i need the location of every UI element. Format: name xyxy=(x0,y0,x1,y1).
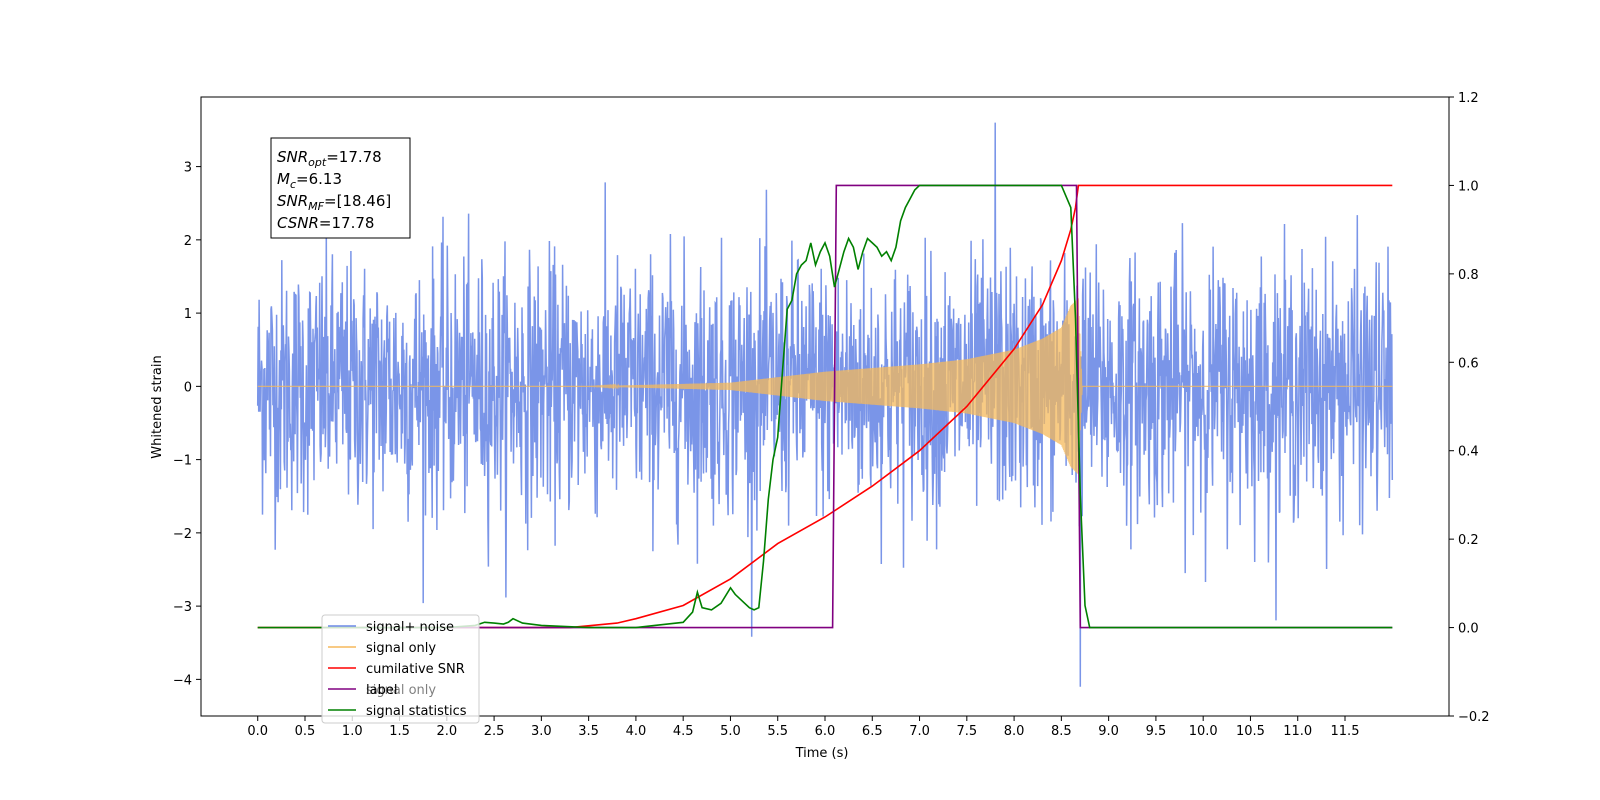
y2-tick-label: 0.0 xyxy=(1458,622,1479,637)
x-tick-label: 11.5 xyxy=(1331,724,1360,739)
series-signal-noise-line xyxy=(256,122,1394,687)
y2-tick-label: 0.2 xyxy=(1458,533,1479,548)
series-signal-only-line xyxy=(257,298,1393,474)
legend: signal+ noise signal only cumilative SNR la… xyxy=(321,614,480,724)
x-tick-label: 7.0 xyxy=(909,724,930,739)
axes: 0.0 0.5 1.0 1.5 2.0 2.5 3.0 3.5 4.0 4.5 5.0 5.5 6.0 6… xyxy=(173,91,1490,739)
x-tick-label: 10.0 xyxy=(1189,724,1218,739)
series-group xyxy=(256,122,1394,687)
y-tick-label: −2 xyxy=(173,527,192,542)
series-signal-statistics-line xyxy=(257,184,1393,629)
x-tick-label: 3.5 xyxy=(578,724,599,739)
x-tick-label: 9.0 xyxy=(1098,724,1119,739)
y-tick-label: 1 xyxy=(184,307,192,322)
legend-frame xyxy=(321,614,480,724)
legend-ghost-text: signal only xyxy=(366,683,436,698)
legend-entry-label: signal statistics xyxy=(366,704,467,719)
x-tick-label: 5.5 xyxy=(767,724,788,739)
legend-entry-label: signal+ noise xyxy=(366,620,454,635)
annotation-line: CSNR=17.78 xyxy=(277,214,374,232)
y2-tick-label: −0.2 xyxy=(1458,710,1490,725)
x-tick-label: 8.0 xyxy=(1004,724,1025,739)
y-tick-label: −1 xyxy=(173,454,192,469)
snr-annotation-box: SNRopt=17.78Mc=6.13SNRMF=[18.46]CSNR=17.… xyxy=(270,137,411,239)
x-tick-label: 8.5 xyxy=(1051,724,1072,739)
x-tick-label: 1.0 xyxy=(342,724,363,739)
annotation-line: SNRopt=17.78 xyxy=(277,148,382,169)
x-tick-label: 4.5 xyxy=(673,724,694,739)
x-tick-label: 2.0 xyxy=(436,724,457,739)
y-tick-label: 3 xyxy=(184,161,192,176)
x-tick-label: 0.0 xyxy=(247,724,268,739)
y2-tick-label: 1.0 xyxy=(1458,179,1479,194)
x-tick-label: 2.5 xyxy=(484,724,505,739)
y2-tick-label: 1.2 xyxy=(1458,91,1479,106)
y2-tick-label: 0.8 xyxy=(1458,268,1479,283)
y2-tick-label: 0.4 xyxy=(1458,445,1479,460)
annotation-line: SNRMF=[18.46] xyxy=(277,192,391,213)
y-tick-label: −3 xyxy=(173,600,192,615)
x-tick-label: 5.0 xyxy=(720,724,741,739)
x-tick-label: 6.0 xyxy=(815,724,836,739)
x-tick-label: 6.5 xyxy=(862,724,883,739)
y-axis-label: Whitened strain xyxy=(150,355,165,458)
y-tick-label: 0 xyxy=(184,380,192,395)
annotation-line: Mc=6.13 xyxy=(277,170,342,191)
legend-entry-label: cumilative SNR xyxy=(366,662,465,677)
x-axis-label: Time (s) xyxy=(795,746,849,761)
x-tick-label: 7.5 xyxy=(956,724,977,739)
x-tick-label: 9.5 xyxy=(1146,724,1167,739)
y2-tick-label: 0.6 xyxy=(1458,356,1479,371)
y-tick-label: −4 xyxy=(173,673,192,688)
x-tick-label: 0.5 xyxy=(295,724,316,739)
x-tick-label: 4.0 xyxy=(626,724,647,739)
annotation-frame xyxy=(270,137,411,239)
x-tick-label: 10.5 xyxy=(1236,724,1265,739)
y-tick-label: 2 xyxy=(184,234,192,249)
legend-entry-label: signal only xyxy=(366,641,436,656)
plot-area xyxy=(256,122,1394,687)
x-tick-label: 1.5 xyxy=(389,724,410,739)
legend-entry-label: label xyxy=(366,683,397,698)
x-tick-label: 3.0 xyxy=(531,724,552,739)
x-tick-label: 11.0 xyxy=(1283,724,1312,739)
